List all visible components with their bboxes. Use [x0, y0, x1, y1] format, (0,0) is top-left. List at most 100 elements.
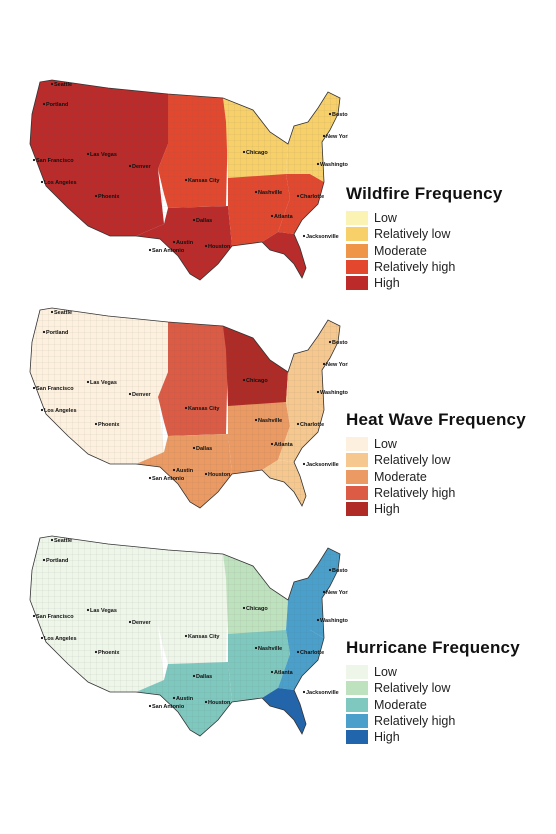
- city-dot: [32, 158, 36, 162]
- wildfire-legend-title: Wildfire Frequency: [346, 184, 503, 203]
- legend-item: Relatively high: [346, 259, 502, 275]
- city-dot: [270, 442, 274, 446]
- city-label: Dallas: [196, 674, 212, 680]
- city-label: Portland: [46, 102, 68, 108]
- city-label: San Francisco: [36, 386, 74, 392]
- city-label: Boston: [332, 568, 348, 574]
- legend-label: Moderate: [374, 469, 427, 484]
- city-dot: [328, 340, 332, 344]
- city-dot: [86, 380, 90, 384]
- city-dot: [184, 178, 188, 182]
- city-label: Phoenix: [98, 422, 120, 428]
- heat-wave-legend-title: Heat Wave Frequency: [346, 410, 526, 429]
- city-label: Las Vegas: [90, 380, 117, 386]
- city-label: Atlanta: [274, 442, 294, 448]
- city-label: Kansas City: [188, 634, 220, 640]
- city-label: Denver: [132, 392, 152, 398]
- city-dot: [50, 310, 54, 314]
- city-label: Austin: [176, 468, 194, 474]
- legend-swatch: [346, 227, 368, 242]
- wildfire-map: Seattle Portland San Francisco Las Vegas Los…: [29, 79, 348, 281]
- city-label: Portland: [46, 330, 68, 336]
- city-dot: [172, 468, 176, 472]
- city-dot: [94, 422, 98, 426]
- hurricane-us-outline: [29, 535, 341, 737]
- heat-wave-map-panel: Seattle Portland San Francisco Las Vegas Los…: [0, 302, 556, 552]
- legend-item: Moderate: [346, 243, 502, 259]
- city-dot: [128, 392, 132, 396]
- city-dot: [270, 670, 274, 674]
- hurricane-legend: Hurricane Frequency Low Relatively low Mod…: [346, 638, 520, 745]
- legend-swatch: [346, 730, 368, 745]
- legend-label: Low: [374, 211, 397, 226]
- city-label: Washington: [320, 390, 348, 396]
- city-dot: [86, 152, 90, 156]
- city-label: Las Vegas: [90, 608, 117, 614]
- city-label: Austin: [176, 240, 194, 246]
- legend-label: Low: [374, 665, 397, 680]
- city-dot: [172, 240, 176, 244]
- legend-swatch: [346, 437, 368, 452]
- city-label: Houston: [208, 244, 231, 250]
- city-label: Phoenix: [98, 650, 120, 656]
- city-dot: [322, 362, 326, 366]
- city-label: Houston: [208, 700, 231, 706]
- city-dot: [42, 102, 46, 106]
- city-label: Kansas City: [188, 406, 220, 412]
- city-label: Houston: [208, 472, 231, 478]
- city-dot: [204, 700, 208, 704]
- legend-label: Low: [374, 437, 397, 452]
- legend-label: Relatively high: [374, 714, 456, 729]
- legend-swatch: [346, 243, 368, 258]
- city-dot: [94, 194, 98, 198]
- legend-swatch: [346, 486, 368, 501]
- legend-label: Moderate: [374, 697, 427, 712]
- city-dot: [184, 406, 188, 410]
- city-dot: [40, 636, 44, 640]
- city-label: Las Vegas: [90, 152, 117, 158]
- city-dot: [32, 386, 36, 390]
- city-dot: [296, 650, 300, 654]
- city-label: Washington: [320, 618, 348, 624]
- city-label: Los Angeles: [44, 636, 77, 642]
- city-dot: [316, 390, 320, 394]
- legend-item: Moderate: [346, 697, 520, 713]
- city-dot: [148, 476, 152, 480]
- legend-swatch: [346, 469, 368, 484]
- legend-swatch: [346, 714, 368, 729]
- city-dot: [302, 690, 306, 694]
- city-dot: [148, 248, 152, 252]
- legend-swatch: [346, 502, 368, 517]
- city-label: Charlotte: [300, 194, 324, 200]
- city-dot: [328, 112, 332, 116]
- wildfire-us-outline: [29, 79, 341, 281]
- legend-label: Relatively high: [374, 260, 456, 275]
- city-label: Phoenix: [98, 194, 120, 200]
- city-dot: [242, 150, 246, 154]
- city-label: Los Angeles: [44, 180, 77, 186]
- city-label: Atlanta: [274, 214, 294, 220]
- city-label: Chicago: [246, 378, 268, 384]
- city-dot: [148, 704, 152, 708]
- legend-swatch: [346, 665, 368, 680]
- city-dot: [204, 244, 208, 248]
- city-label: Jacksonville: [306, 690, 339, 696]
- city-dot: [192, 446, 196, 450]
- city-label: Nashville: [258, 418, 282, 424]
- legend-label: High: [374, 502, 400, 517]
- city-label: Seattle: [54, 82, 72, 88]
- city-label: Atlanta: [274, 670, 294, 676]
- city-label: Los Angeles: [44, 408, 77, 414]
- city-dot: [296, 194, 300, 198]
- city-label: Seattle: [54, 310, 72, 316]
- city-label: Denver: [132, 620, 152, 626]
- legend-item: High: [346, 275, 502, 291]
- legend-swatch: [346, 681, 368, 696]
- legend-label: Relatively low: [374, 681, 451, 696]
- city-label: Nashville: [258, 646, 282, 652]
- city-label: Dallas: [196, 446, 212, 452]
- city-dot: [42, 330, 46, 334]
- legend-item: Relatively high: [346, 485, 526, 501]
- city-label: New York: [326, 362, 348, 368]
- city-dot: [302, 234, 306, 238]
